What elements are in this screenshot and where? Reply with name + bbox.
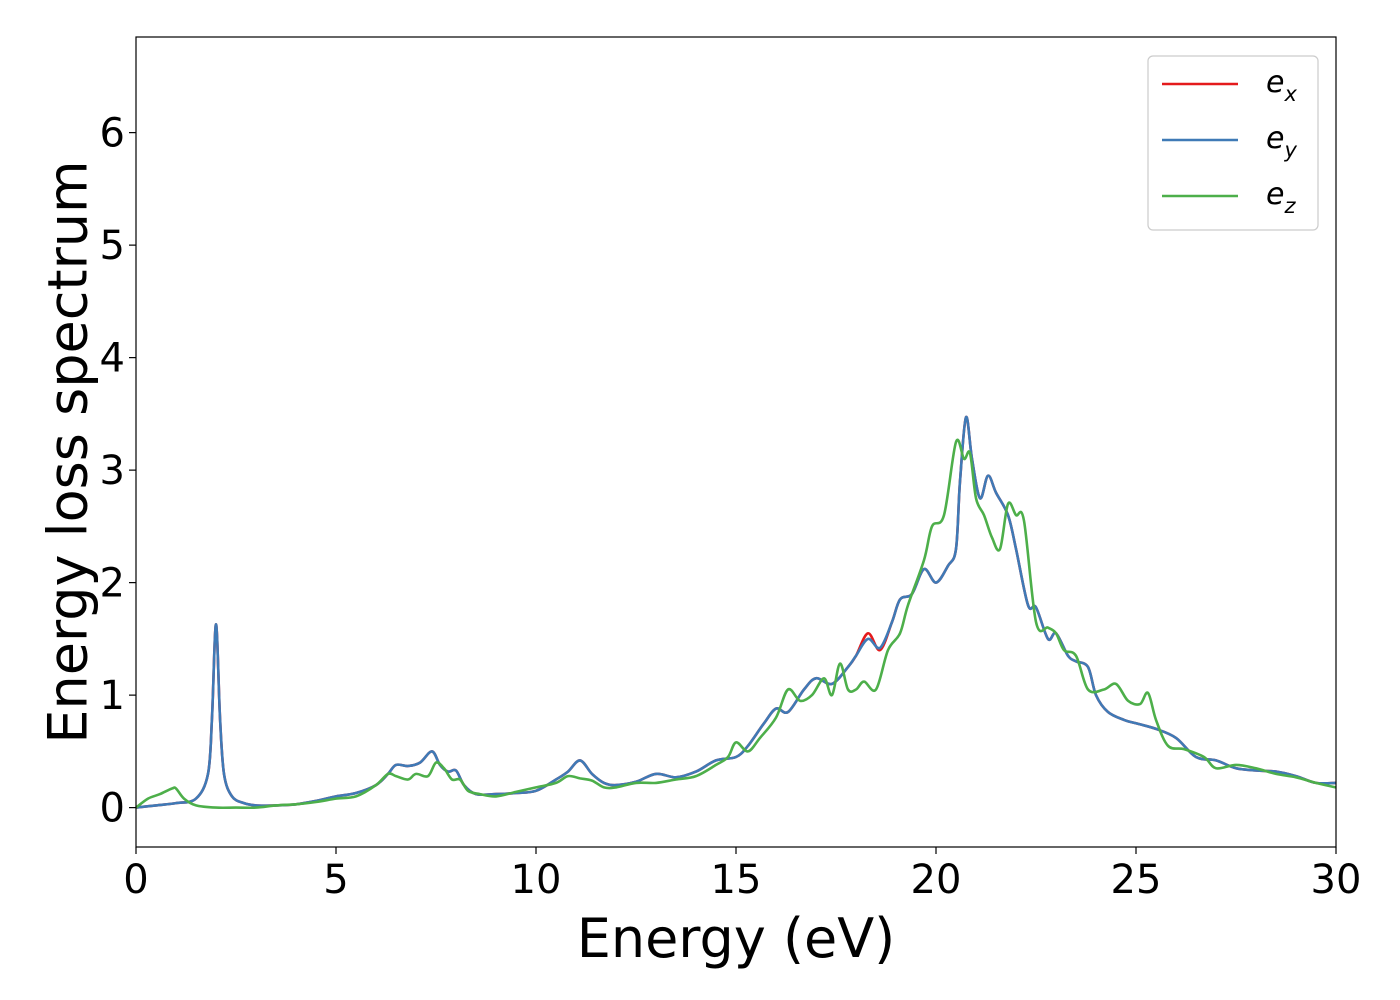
- y-tick-label: 1: [100, 673, 125, 719]
- legend-label: ey: [1266, 121, 1297, 162]
- axis-ticks: 0 5 10 15 20 25 30 0 1 2 3 4 5 6: [100, 111, 1362, 903]
- legend-box: [1147, 55, 1319, 231]
- y-tick-label: 5: [100, 223, 125, 269]
- y-tick-label: 6: [100, 111, 125, 157]
- x-tick-label: 10: [511, 857, 562, 903]
- y-tick-label: 3: [100, 448, 125, 494]
- y-axis-title: Energy loss spectrum: [37, 160, 100, 743]
- y-tick-label: 4: [100, 336, 125, 382]
- x-tick-label: 30: [1311, 857, 1362, 903]
- x-tick-label: 20: [911, 857, 962, 903]
- y-tick-label: 0: [100, 786, 125, 832]
- x-axis-title: Energy (eV): [577, 907, 896, 970]
- y-tick-label: 2: [100, 561, 125, 607]
- x-tick-label: 0: [123, 857, 148, 903]
- series-line-e-x: [135, 415, 1337, 809]
- legend-label: ez: [1266, 177, 1296, 218]
- legend: ex ey ez: [1147, 55, 1319, 231]
- series-line-e-y: [135, 415, 1337, 809]
- x-tick-label: 25: [1111, 857, 1162, 903]
- x-tick-label: 15: [711, 857, 762, 903]
- x-tick-label: 5: [323, 857, 348, 903]
- legend-label: ex: [1266, 65, 1297, 106]
- series-lines: [135, 415, 1337, 810]
- series-line-e-z: [135, 438, 1337, 810]
